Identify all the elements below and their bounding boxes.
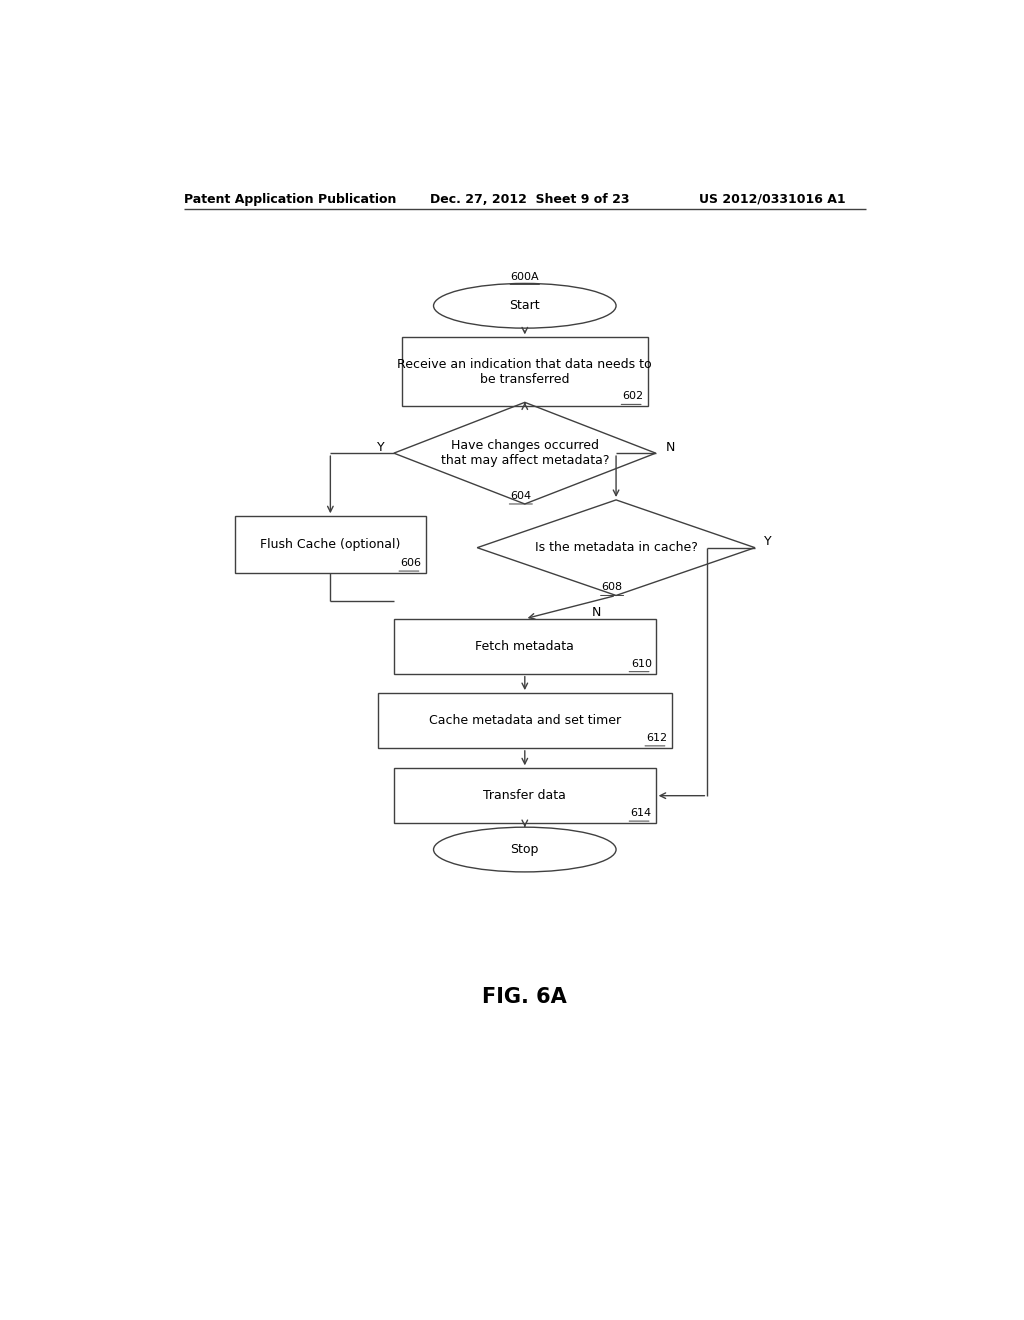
Bar — [378, 693, 672, 748]
Text: 612: 612 — [646, 733, 668, 743]
Bar — [394, 619, 655, 673]
Text: Transfer data: Transfer data — [483, 789, 566, 803]
Text: Patent Application Publication: Patent Application Publication — [183, 193, 396, 206]
Text: Y: Y — [377, 441, 384, 454]
Text: 614: 614 — [631, 808, 652, 818]
Text: Cache metadata and set timer: Cache metadata and set timer — [429, 714, 621, 727]
Text: Receive an indication that data needs to
be transferred: Receive an indication that data needs to… — [397, 358, 652, 385]
Text: FIG. 6A: FIG. 6A — [482, 987, 567, 1007]
Text: US 2012/0331016 A1: US 2012/0331016 A1 — [699, 193, 846, 206]
Text: Start: Start — [510, 300, 540, 313]
Text: 606: 606 — [400, 558, 422, 568]
Text: Stop: Stop — [511, 843, 539, 857]
Bar — [401, 338, 648, 407]
Text: 602: 602 — [623, 391, 644, 401]
Text: 610: 610 — [631, 659, 652, 669]
Bar — [394, 768, 655, 824]
Text: Y: Y — [765, 535, 772, 548]
Text: Fetch metadata: Fetch metadata — [475, 640, 574, 653]
Text: 608: 608 — [601, 582, 623, 593]
Text: N: N — [666, 441, 675, 454]
Text: 604: 604 — [510, 491, 531, 500]
Text: Is the metadata in cache?: Is the metadata in cache? — [535, 541, 697, 554]
Text: 600A: 600A — [511, 272, 539, 282]
Text: Dec. 27, 2012  Sheet 9 of 23: Dec. 27, 2012 Sheet 9 of 23 — [430, 193, 629, 206]
Text: Have changes occurred
that may affect metadata?: Have changes occurred that may affect me… — [440, 440, 609, 467]
Text: Flush Cache (optional): Flush Cache (optional) — [260, 539, 400, 552]
Text: N: N — [592, 606, 601, 619]
Bar — [236, 516, 426, 573]
